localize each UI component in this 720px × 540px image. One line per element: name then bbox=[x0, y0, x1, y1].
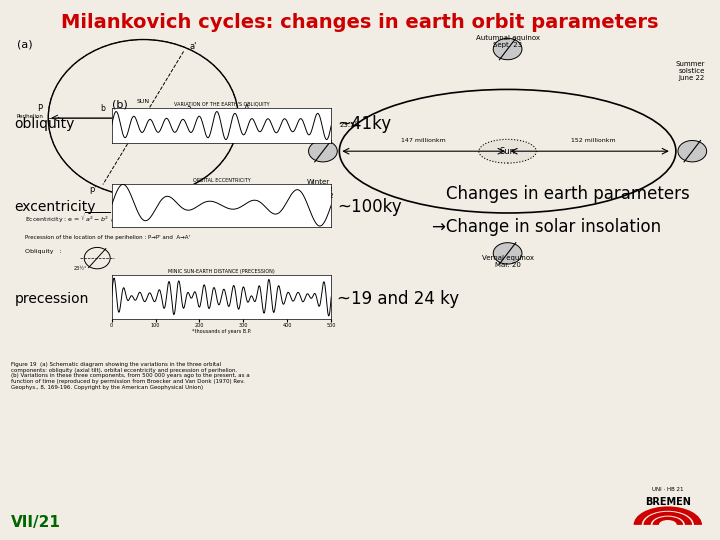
Text: Vernal equinox
Mar. 20: Vernal equinox Mar. 20 bbox=[482, 255, 534, 268]
Text: (a): (a) bbox=[17, 39, 32, 50]
Ellipse shape bbox=[309, 140, 337, 162]
Text: Milankovich cycles: changes in earth orbit parameters: Milankovich cycles: changes in earth orb… bbox=[61, 14, 659, 32]
Title: VARIATION OF THE EARTH'S OBLIQUITY: VARIATION OF THE EARTH'S OBLIQUITY bbox=[174, 102, 269, 107]
Circle shape bbox=[138, 192, 149, 201]
Text: b: b bbox=[101, 104, 105, 113]
Text: EARTH: EARTH bbox=[133, 206, 153, 211]
Ellipse shape bbox=[493, 242, 522, 264]
Text: SUN: SUN bbox=[137, 99, 150, 104]
Text: 152 millionkm: 152 millionkm bbox=[572, 138, 616, 143]
Text: Aphelion: Aphelion bbox=[233, 121, 256, 126]
Text: UNI · HB 21: UNI · HB 21 bbox=[652, 487, 683, 492]
Text: Changes in earth parameters: Changes in earth parameters bbox=[446, 185, 690, 204]
Wedge shape bbox=[634, 507, 702, 525]
Circle shape bbox=[136, 112, 150, 124]
Text: 23½°: 23½° bbox=[73, 266, 86, 271]
Text: A: A bbox=[244, 104, 250, 113]
Text: Sun: Sun bbox=[500, 147, 516, 156]
Title: MINIC SUN-EARTH DISTANCE (PRECESSION): MINIC SUN-EARTH DISTANCE (PRECESSION) bbox=[168, 269, 275, 274]
Text: ~41ky: ~41ky bbox=[337, 115, 391, 133]
Text: Autumnal equinox
Sept. 23: Autumnal equinox Sept. 23 bbox=[476, 35, 539, 48]
Text: ~19 and 24 ky: ~19 and 24 ky bbox=[337, 289, 459, 308]
Ellipse shape bbox=[479, 139, 536, 163]
Wedge shape bbox=[644, 512, 692, 525]
Text: Eccentricity : e = $\sqrt{a^2 - b^2}$ / a: Eccentricity : e = $\sqrt{a^2 - b^2}$ / … bbox=[25, 211, 120, 226]
Text: excentricity: excentricity bbox=[14, 200, 96, 214]
Text: Obliquity   :: Obliquity : bbox=[25, 249, 62, 254]
Text: obliquity: obliquity bbox=[14, 117, 75, 131]
Wedge shape bbox=[652, 517, 683, 525]
Text: Precession of the location of the perihelion : P→P' and  A→A': Precession of the location of the perihe… bbox=[25, 235, 190, 240]
Text: (b): (b) bbox=[112, 100, 127, 110]
Text: a: a bbox=[187, 104, 192, 113]
Text: VII/21: VII/21 bbox=[11, 515, 60, 530]
Text: p': p' bbox=[89, 185, 97, 194]
Text: Perihelion: Perihelion bbox=[17, 114, 43, 119]
Text: BREMEN: BREMEN bbox=[645, 497, 690, 507]
Ellipse shape bbox=[678, 140, 706, 162]
Text: →Change in solar insolation: →Change in solar insolation bbox=[432, 218, 661, 236]
Title: ORBITAL ECCENTRICITY: ORBITAL ECCENTRICITY bbox=[192, 178, 251, 183]
X-axis label: *thousands of years B.P.: *thousands of years B.P. bbox=[192, 329, 251, 334]
Ellipse shape bbox=[493, 38, 522, 60]
Text: a': a' bbox=[189, 42, 197, 51]
Text: 147 millionkm: 147 millionkm bbox=[401, 138, 446, 143]
Text: Summer
solstice
June 22: Summer solstice June 22 bbox=[675, 61, 705, 81]
Text: ~100ky: ~100ky bbox=[337, 198, 402, 216]
Text: Winter
solstice
Dec. 22: Winter solstice Dec. 22 bbox=[307, 179, 333, 199]
Text: 23.5°: 23.5° bbox=[339, 123, 359, 129]
Text: P: P bbox=[37, 104, 42, 113]
Text: precession: precession bbox=[14, 292, 89, 306]
Text: Figure 19  (a) Schematic diagram showing the variations in the three orbital
com: Figure 19 (a) Schematic diagram showing … bbox=[11, 362, 250, 390]
